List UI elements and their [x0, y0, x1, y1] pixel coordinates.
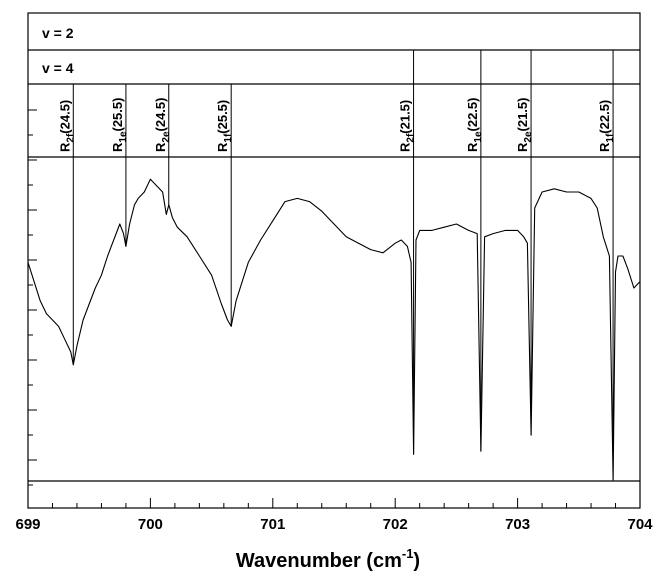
line-label-7: R1f(22.5) [597, 100, 616, 152]
band-label-v2: v = 2 [42, 25, 74, 41]
x-tick-label-2: 701 [260, 516, 285, 533]
x-axis-label-end: ) [413, 550, 420, 572]
line-label-3: R1f(25.5) [215, 100, 234, 152]
x-tick-label-0: 699 [15, 516, 40, 533]
line-label-1: R1e(25.5) [110, 98, 129, 152]
line-markers: R2f(24.5) R1e(25.5) R2e(24.5) R1f(25.5) R2f(… [57, 50, 616, 480]
plot-frame [27, 12, 641, 509]
spectrum-series [27, 178, 641, 481]
x-tick-label-4: 703 [505, 516, 530, 533]
x-axis-label: Wavenumber (cm-1) [236, 546, 420, 572]
x-axis-label-main: Wavenumber (cm [236, 550, 402, 572]
x-axis-label-sup: -1 [402, 546, 414, 561]
band-label-v4: v = 4 [42, 60, 74, 76]
y-axis-ticks [28, 109, 37, 486]
line-label-4: R2f(21.5) [398, 100, 417, 152]
x-axis: 699 700 701 702 703 704 [15, 498, 653, 533]
line-label-5: R1e(22.5) [465, 98, 484, 152]
x-tick-label-1: 700 [138, 516, 163, 533]
x-tick-label-3: 702 [383, 516, 408, 533]
line-label-2: R2e(24.5) [153, 98, 172, 152]
line-label-0: R2f(24.5) [57, 100, 76, 152]
line-label-6: R2e(21.5) [515, 98, 534, 152]
x-tick-label-5: 704 [627, 516, 653, 533]
